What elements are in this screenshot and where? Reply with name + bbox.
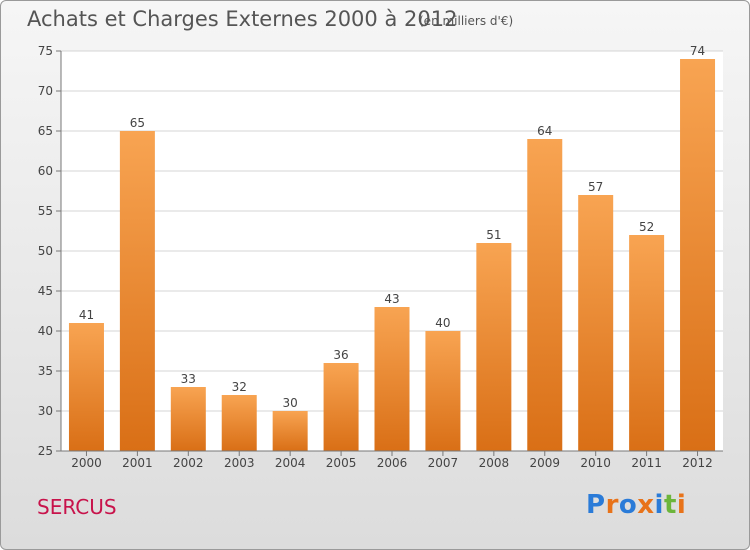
bar-2005 — [323, 363, 359, 451]
data-label-2005: 36 — [333, 348, 348, 362]
y-tick-label: 50 — [38, 244, 53, 258]
data-label-2011: 52 — [639, 220, 654, 234]
x-tick-label-2009: 2009 — [529, 456, 560, 470]
x-tick-label-2011: 2011 — [631, 456, 662, 470]
chart-title: Achats et Charges Externes 2000 à 2012 — [27, 7, 458, 31]
y-tick-label: 70 — [38, 84, 53, 98]
data-label-2012: 74 — [690, 44, 705, 58]
data-label-2009: 64 — [537, 124, 552, 138]
y-tick-label: 55 — [38, 204, 53, 218]
data-label-2003: 32 — [232, 380, 247, 394]
data-label-2000: 41 — [79, 308, 94, 322]
y-tick-label: 30 — [38, 404, 53, 418]
logo-letter: t — [663, 490, 677, 520]
y-tick-label: 75 — [38, 44, 53, 58]
bar-2007 — [425, 331, 461, 451]
x-tick-label-2012: 2012 — [682, 456, 713, 470]
logo-letter: r — [605, 490, 619, 520]
chart-subtitle: (en milliers d'€) — [419, 14, 514, 28]
data-label-2007: 40 — [435, 316, 450, 330]
y-tick-label: 35 — [38, 364, 53, 378]
x-tick-label-2004: 2004 — [275, 456, 306, 470]
logo-letter: P — [586, 490, 606, 520]
x-tick-label-2010: 2010 — [580, 456, 611, 470]
x-tick-label-2006: 2006 — [377, 456, 408, 470]
data-label-2001: 65 — [130, 116, 145, 130]
data-label-2010: 57 — [588, 180, 603, 194]
x-tick-label-2000: 2000 — [71, 456, 102, 470]
bar-2006 — [374, 307, 410, 451]
x-tick-label-2005: 2005 — [326, 456, 357, 470]
commune-name: SERCUS — [37, 495, 117, 519]
y-tick-label: 25 — [38, 444, 53, 458]
bar-2003 — [221, 395, 257, 451]
y-tick-label: 45 — [38, 284, 53, 298]
proxiti-logo: Proxiti — [586, 490, 686, 520]
bar-2009 — [527, 139, 563, 451]
data-label-2004: 30 — [283, 396, 298, 410]
bar-2004 — [272, 411, 308, 451]
logo-letter: i — [654, 490, 664, 520]
y-tick-label: 60 — [38, 164, 53, 178]
data-label-2006: 43 — [384, 292, 399, 306]
bar-2002 — [170, 387, 206, 451]
x-tick-label-2001: 2001 — [122, 456, 153, 470]
x-tick-label-2002: 2002 — [173, 456, 204, 470]
bar-2001 — [119, 131, 155, 451]
x-tick-label-2008: 2008 — [479, 456, 510, 470]
bar-2000 — [68, 323, 104, 451]
bar-2012 — [680, 59, 716, 451]
y-tick-label: 40 — [38, 324, 53, 338]
x-tick-label-2007: 2007 — [428, 456, 459, 470]
data-label-2002: 33 — [181, 372, 196, 386]
data-label-2008: 51 — [486, 228, 501, 242]
logo-letter: o — [618, 490, 638, 520]
bar-2008 — [476, 243, 512, 451]
bar-2010 — [578, 195, 614, 451]
logo-letter: x — [637, 490, 655, 520]
x-tick-label-2003: 2003 — [224, 456, 255, 470]
logo-letter: i — [676, 490, 687, 520]
y-tick-label: 65 — [38, 124, 53, 138]
bar-2011 — [629, 235, 665, 451]
